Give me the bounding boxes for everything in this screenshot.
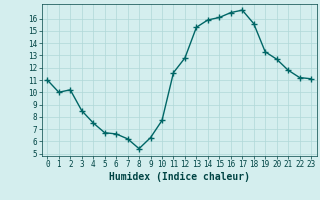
X-axis label: Humidex (Indice chaleur): Humidex (Indice chaleur): [109, 172, 250, 182]
